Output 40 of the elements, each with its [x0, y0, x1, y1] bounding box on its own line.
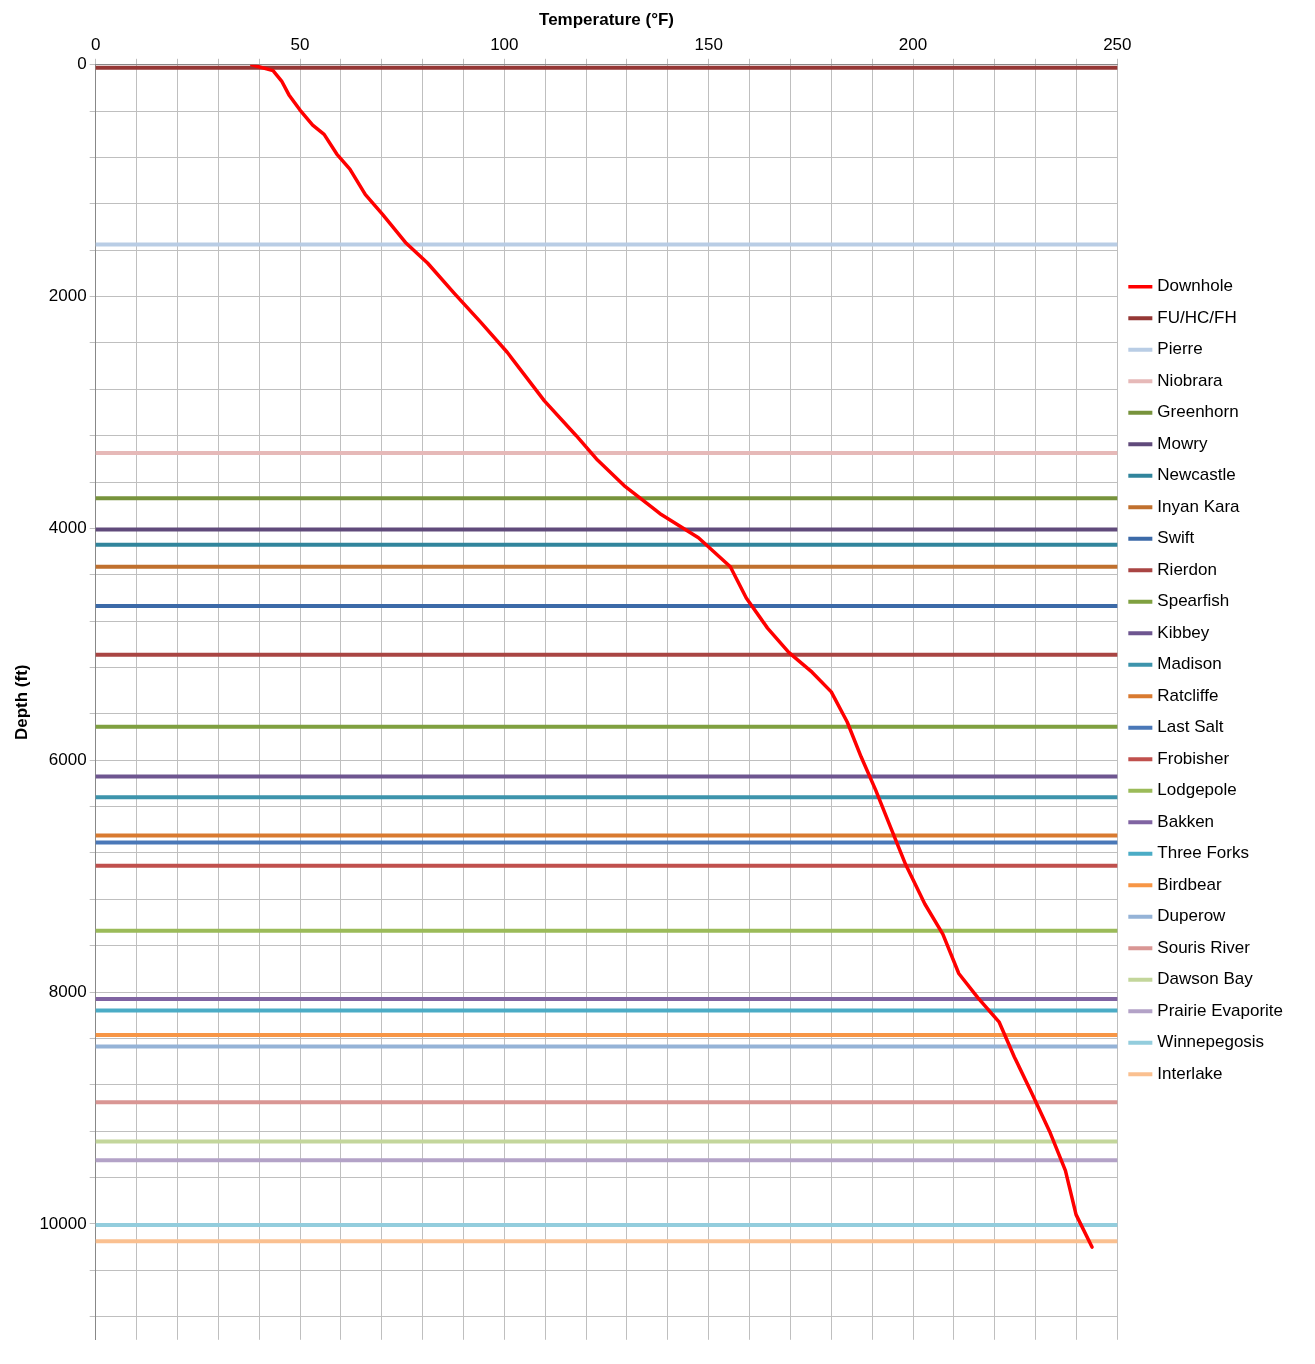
legend-label: Inyan Kara: [1157, 496, 1241, 516]
x-axis-title: Temperature (°F): [539, 9, 674, 29]
legend-label: Lodgepole: [1157, 780, 1237, 800]
x-tick-label: 150: [694, 35, 723, 55]
legend-label: Prairie Evaporite: [1157, 1000, 1284, 1020]
y-tick-label: 8000: [48, 981, 87, 1001]
y-tick-label: 10000: [39, 1213, 87, 1233]
legend-label: Ratcliffe: [1157, 685, 1219, 705]
legend-label: Pierre: [1157, 339, 1203, 359]
legend-label: Newcastle: [1157, 465, 1236, 485]
legend-label: Last Salt: [1157, 717, 1224, 737]
legend-label: Rierdon: [1157, 559, 1217, 579]
legend-label: Bakken: [1157, 811, 1215, 831]
y-tick-label: 4000: [48, 518, 87, 538]
legend-label: Frobisher: [1157, 748, 1230, 768]
x-tick-label: 100: [490, 35, 519, 55]
legend-label: Madison: [1157, 654, 1222, 674]
y-tick-label: 0: [77, 54, 87, 74]
x-tick-label: 200: [898, 35, 928, 55]
legend-label: Spearfish: [1157, 591, 1230, 611]
legend-label: Mowry: [1157, 433, 1208, 453]
legend-label: FU/HC/FH: [1157, 307, 1237, 327]
legend-label: Winnepegosis: [1157, 1032, 1265, 1052]
y-axis-title: Depth (ft): [11, 664, 31, 741]
legend-label: Souris River: [1157, 937, 1251, 957]
legend-label: Downhole: [1157, 276, 1233, 296]
legend-label: Dawson Bay: [1157, 969, 1254, 989]
x-tick-label: 50: [290, 35, 310, 55]
legend-label: Swift: [1157, 528, 1195, 548]
legend-label: Niobrara: [1157, 370, 1224, 390]
y-tick-label: 6000: [48, 749, 87, 769]
legend-label: Greenhorn: [1157, 402, 1239, 422]
legend-label: Kibbey: [1157, 622, 1210, 642]
legend-label: Birdbear: [1157, 874, 1222, 894]
legend-label: Duperow: [1157, 906, 1227, 926]
legend-label: Interlake: [1157, 1063, 1223, 1083]
x-tick-label: 250: [1103, 35, 1132, 55]
x-tick-label: 0: [90, 35, 101, 55]
y-tick-label: 2000: [48, 286, 87, 306]
legend-label: Three Forks: [1157, 843, 1249, 863]
